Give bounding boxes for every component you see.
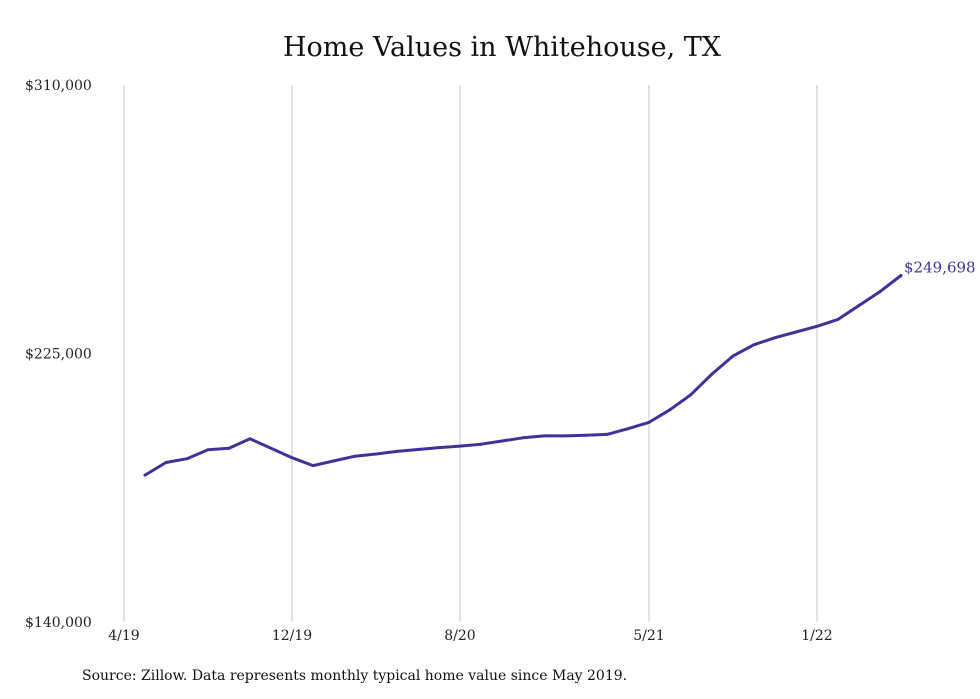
data-point — [899, 274, 903, 277]
x-tick-label: 8/20 — [444, 628, 475, 644]
data-point — [353, 454, 357, 458]
data-point — [731, 354, 735, 358]
series-line — [143, 274, 903, 477]
data-point — [143, 473, 147, 477]
data-point — [815, 324, 819, 328]
data-point — [752, 343, 756, 347]
data-point — [605, 432, 609, 436]
data-point — [290, 456, 294, 460]
data-point — [878, 290, 882, 294]
data-point — [710, 372, 714, 376]
data-point — [416, 448, 420, 451]
data-point — [563, 434, 567, 438]
data-point — [479, 442, 483, 446]
data-point — [584, 433, 588, 437]
data-point — [542, 434, 546, 438]
end-value-label: $249,698 — [904, 258, 976, 276]
data-point — [500, 439, 504, 443]
data-point — [836, 317, 840, 321]
data-point — [227, 446, 231, 450]
data-point — [521, 436, 525, 440]
data-point — [773, 336, 777, 340]
data-point — [248, 437, 252, 441]
data-point — [164, 461, 168, 464]
data-point — [626, 427, 630, 431]
x-tick-label: 1/22 — [801, 628, 832, 644]
data-point — [647, 420, 651, 424]
data-point — [794, 330, 798, 334]
x-tick-label: 5/21 — [633, 628, 664, 644]
y-tick-label: $225,000 — [25, 347, 92, 363]
data-point — [437, 446, 441, 450]
data-point — [332, 459, 336, 463]
data-point — [689, 393, 693, 397]
chart-title: Home Values in Whitehouse, TX — [283, 32, 721, 63]
data-point — [269, 446, 273, 450]
data-point — [668, 408, 672, 412]
y-tick-label: $140,000 — [25, 615, 92, 631]
data-point — [311, 464, 315, 468]
x-tick-label: 4/19 — [108, 628, 139, 644]
data-point — [374, 452, 378, 456]
data-point — [395, 449, 399, 453]
data-point — [458, 444, 462, 448]
x-tick-label: 12/19 — [272, 628, 312, 644]
data-point — [185, 457, 189, 461]
data-point — [206, 448, 210, 452]
y-tick-label: $310,000 — [25, 78, 92, 94]
source-note: Source: Zillow. Data represents monthly … — [82, 668, 628, 684]
data-point — [857, 304, 861, 307]
